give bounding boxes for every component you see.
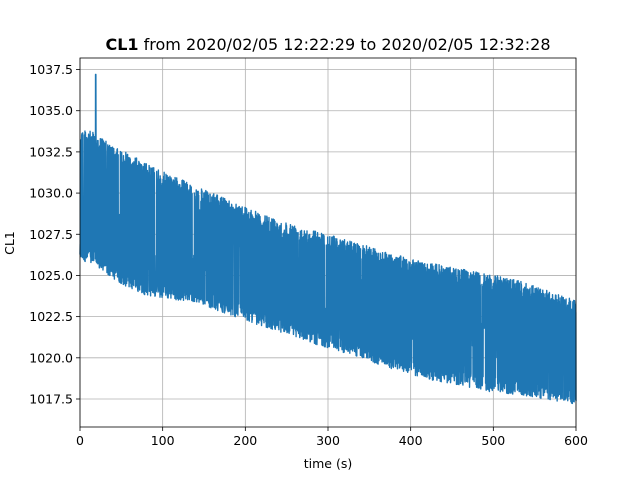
chart-title: CL1 from 2020/02/05 12:22:29 to 2020/02/… (105, 35, 550, 54)
x-tick-label: 400 (399, 433, 423, 448)
x-tick-label: 100 (151, 433, 175, 448)
x-tick-label: 200 (233, 433, 257, 448)
x-axis-label: time (s) (304, 456, 352, 471)
y-tick-label: 1030.0 (29, 186, 73, 201)
x-tick-label: 500 (481, 433, 505, 448)
chart-title-range: from 2020/02/05 12:22:29 to 2020/02/05 1… (139, 35, 551, 54)
y-axis: 1017.5 1020.0 1022.5 1025.0 1027.5 1030.0 1032… (29, 62, 80, 406)
x-tick-label: 0 (76, 433, 84, 448)
y-tick-label: 1032.5 (29, 144, 73, 159)
y-axis-label: CL1 (2, 231, 17, 255)
y-tick-label: 1025.0 (29, 268, 73, 283)
y-tick-label: 1020.0 (29, 350, 73, 365)
chart-title-series: CL1 (105, 35, 138, 54)
y-tick-label: 1017.5 (29, 391, 73, 406)
x-tick-label: 300 (316, 433, 340, 448)
x-axis: 0 100 200 300 400 500 600 (76, 427, 588, 448)
y-tick-label: 1027.5 (29, 227, 73, 242)
series-line (79, 73, 577, 405)
y-tick-label: 1035.0 (29, 103, 73, 118)
y-tick-label: 1022.5 (29, 309, 73, 324)
series-layer (79, 73, 577, 405)
x-tick-label: 600 (564, 433, 588, 448)
y-tick-label: 1037.5 (29, 62, 73, 77)
